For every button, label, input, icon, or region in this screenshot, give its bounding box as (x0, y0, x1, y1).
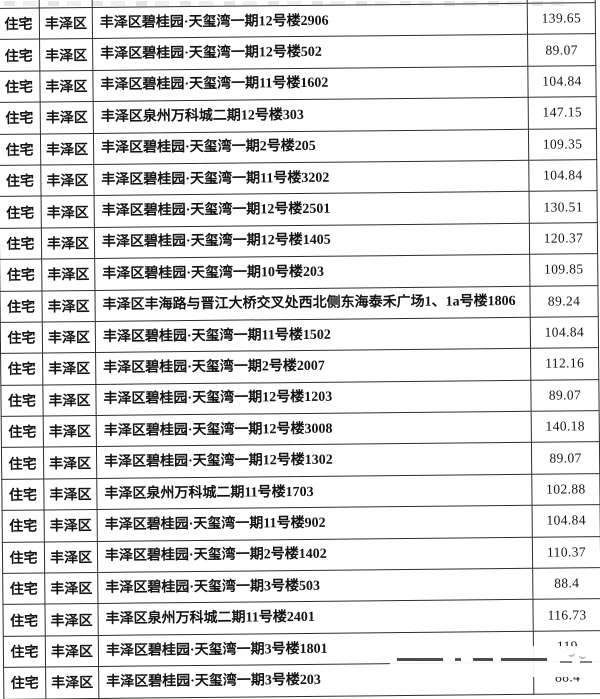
cell-address: 丰泽区碧桂园·天玺湾一期2号楼2007 (95, 348, 531, 385)
cell-area: 140.18 (531, 410, 600, 443)
cell-area: 104.84 (530, 316, 599, 349)
cell-address: 丰泽区碧桂园·天玺湾一期12号楼2501 (94, 191, 530, 228)
cell-area: 89.07 (527, 34, 596, 67)
cell-district: 丰泽区 (43, 446, 97, 479)
cell-district: 丰泽区 (40, 101, 94, 134)
cell-property-type: 住宅 (0, 7, 40, 40)
cell-address: 丰泽区泉州万科城二期11号楼1703 (96, 474, 533, 510)
cell-address: 丰泽区碧桂园·天玺湾一期12号楼1405 (94, 223, 530, 259)
cell-property-type: 住宅 (0, 353, 43, 386)
cell-district: 丰泽区 (44, 603, 99, 636)
cell-area: 89.07 (531, 442, 600, 475)
cell-district: 丰泽区 (40, 164, 95, 197)
cell-property-type: 住宅 (0, 164, 42, 197)
cell-district: 丰泽区 (42, 352, 96, 385)
cell-area: 104.84 (527, 65, 597, 98)
cell-property-type: 住宅 (2, 541, 45, 574)
cell-area: 109.35 (528, 128, 597, 161)
cell-district: 丰泽区 (41, 227, 95, 260)
cropped-top-row-remnant (4, 1, 564, 6)
cell-area: 130.51 (529, 190, 598, 224)
cell-district: 丰泽区 (39, 38, 93, 71)
cell-area: 112.16 (530, 347, 599, 380)
cell-area: 102.88 (531, 473, 600, 506)
cell-area: 147.15 (528, 96, 597, 129)
cell-address: 丰泽区碧桂园·天玺湾一期12号楼1203 (95, 379, 532, 416)
cell-property-type: 住宅 (3, 635, 46, 668)
cell-address: 丰泽区碧桂园·天玺湾一期12号楼1302 (96, 442, 532, 479)
cell-area: 116.73 (532, 599, 600, 632)
cell-property-type: 住宅 (3, 667, 46, 699)
cell-area: 104.84 (532, 504, 600, 537)
cell-area: 88.4 (532, 567, 600, 600)
cell-area: 104.84 (528, 159, 598, 192)
cell-area: 139.65 (527, 2, 596, 35)
cell-property-type: 住宅 (0, 133, 41, 166)
cell-property-type: 住宅 (0, 321, 43, 354)
cell-property-type: 住宅 (2, 572, 45, 605)
watermark-dash-line (397, 658, 557, 661)
cell-district: 丰泽区 (41, 258, 95, 291)
cell-property-type: 住宅 (0, 259, 42, 291)
cell-property-type: 住宅 (0, 196, 42, 229)
cell-address: 丰泽区碧桂园·天玺湾一期12号楼2906 (92, 3, 528, 39)
cell-address: 丰泽区碧桂园·天玺湾一期3号楼503 (97, 568, 533, 604)
cell-district: 丰泽区 (43, 415, 97, 448)
cell-district: 丰泽区 (39, 70, 94, 103)
cell-address: 丰泽区泉州万科城二期12号楼303 (93, 97, 529, 134)
cell-property-type: 住宅 (0, 70, 41, 103)
cell-address: 丰泽区碧桂园·天玺湾一期11号楼902 (97, 505, 533, 542)
cell-address: 丰泽区碧桂园·天玺湾一期11号楼1602 (92, 66, 529, 102)
cell-address: 丰泽区丰海路与晋江大桥交叉处西北侧东海泰禾广场1、1a号楼1806 (94, 285, 531, 322)
cell-district: 丰泽区 (42, 384, 97, 417)
cell-address: 丰泽区泉州万科城二期11号楼2401 (97, 599, 534, 636)
cell-property-type: 住宅 (1, 416, 44, 448)
cell-district: 丰泽区 (41, 289, 96, 322)
cell-district: 丰泽区 (42, 321, 96, 354)
cell-district: 丰泽区 (44, 541, 98, 573)
cell-property-type: 住宅 (2, 604, 46, 637)
cell-property-type: 住宅 (0, 102, 41, 134)
cell-district: 丰泽区 (45, 635, 99, 668)
cell-address: 丰泽区碧桂园·天玺湾一期11号楼3202 (93, 160, 530, 196)
cell-area: 109.85 (529, 253, 598, 286)
cell-property-type: 住宅 (0, 39, 40, 72)
cell-property-type: 住宅 (0, 290, 43, 323)
cell-property-type: 住宅 (0, 227, 42, 260)
cell-area: 89.24 (529, 285, 599, 318)
cell-area: 89.07 (530, 379, 600, 412)
cell-area: 120.37 (529, 222, 598, 255)
cell-district: 丰泽区 (41, 195, 95, 228)
cell-address: 丰泽区碧桂园·天玺湾一期11号楼1502 (95, 317, 531, 353)
cell-property-type: 住宅 (1, 478, 45, 511)
cell-address: 丰泽区碧桂园·天玺湾一期12号楼502 (92, 34, 528, 71)
cell-property-type: 住宅 (1, 447, 44, 480)
cell-district: 丰泽区 (40, 133, 94, 165)
cell-property-type: 住宅 (2, 510, 45, 543)
cell-address: 丰泽区碧桂园·天玺湾一期12号楼3008 (96, 411, 532, 447)
cell-district: 丰泽区 (44, 509, 98, 542)
watermark-dash-line (560, 661, 600, 664)
cell-district: 丰泽区 (39, 7, 93, 40)
cell-property-type: 住宅 (0, 384, 44, 417)
cell-address: 丰泽区碧桂园·天玺湾一期2号楼205 (93, 128, 529, 165)
cell-address: 丰泽区碧桂园·天玺湾一期2号楼1402 (97, 536, 533, 573)
cell-district: 丰泽区 (44, 572, 98, 605)
cell-district: 丰泽区 (45, 666, 99, 699)
cell-area: 110.37 (532, 536, 600, 569)
cell-district: 丰泽区 (43, 478, 98, 511)
cell-address: 丰泽区碧桂园·天玺湾一期10号楼203 (94, 254, 530, 290)
